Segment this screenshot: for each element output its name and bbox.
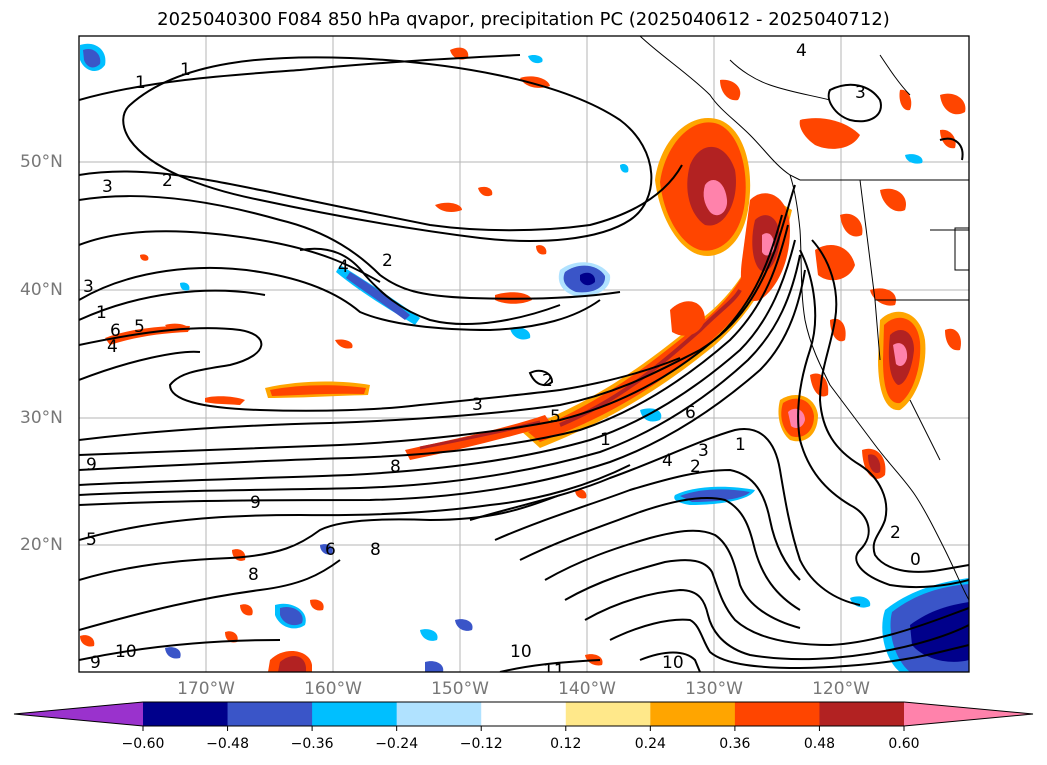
qvapor-contours [79,54,969,672]
colorbar-cell [312,702,398,726]
colorbar-tick-label: −0.60 [121,736,165,752]
contour-label: 2 [890,523,901,543]
contour-label: 2 [542,371,553,391]
contour-label: 10 [510,642,532,662]
lon-label: 170°W [177,679,235,699]
colorbar-tick-label: 0.36 [719,736,751,752]
map-title: 2025040300 F084 850 hPa qvapor, precipit… [157,9,890,30]
contour-label: 3 [102,177,113,197]
colorbar-tick-label: 0.48 [803,736,836,752]
contour-label: 3 [698,441,709,461]
contour-label: 2 [382,251,393,271]
contour-label: 1 [735,435,746,455]
lon-label: 150°W [431,679,489,699]
contour-label: 1 [180,60,191,80]
contour-label: 8 [248,565,259,585]
contour-label: 8 [390,457,401,477]
lat-label: 20°N [20,535,63,555]
colorbar [13,701,1034,731]
lat-label: 40°N [20,280,63,300]
colorbar-cell [650,702,736,726]
contour-label: 4 [796,41,807,61]
contour-label: 2 [690,457,701,477]
coastlines [639,36,969,601]
contour-label: 10 [662,653,684,673]
contour-label: 10 [115,642,137,662]
colorbar-cell [143,702,229,726]
lon-label: 120°W [812,679,870,699]
contour-label: 3 [83,277,94,297]
colorbar-cell [396,702,482,726]
contour-label: 3 [855,83,866,103]
lat-label: 30°N [20,408,63,428]
colorbar-cell [227,702,313,726]
contour-label: 5 [86,530,97,550]
contour-label: 9 [250,493,261,513]
colorbar-extend-low [14,702,143,726]
contour-label: 6 [325,540,336,560]
contour-label: 6 [110,321,121,341]
contour-label: 8 [370,540,381,560]
map-frame [78,35,970,673]
colorbar-tick-label: 0.24 [634,736,666,752]
colorbar-tick-label: 0.12 [550,736,582,752]
colorbar-cell [565,702,651,726]
contour-label: 9 [90,653,101,673]
lon-label: 130°W [685,679,743,699]
contour-label: 5 [550,407,561,427]
colorbar-tick-label: −0.24 [375,736,419,752]
contour-label: 1 [135,73,146,93]
contour-label: 4 [338,257,349,277]
contour-label: 6 [685,403,696,423]
contour-label: 1 [96,303,107,323]
contour-label: 2 [162,171,173,191]
contour-labels: 1 1 3 2 3 1 6 5 4 2 2 4 3 5 9 8 9 5 1 6 … [83,41,921,681]
contour-label: 1 [600,430,611,450]
contour-label: 9 [86,455,97,475]
lat-label: 50°N [20,152,63,172]
contour-label: 0 [910,550,921,570]
colorbar-tick-label: −0.36 [290,736,334,752]
colorbar-tick-label: −0.12 [459,736,503,752]
lon-label: 140°W [558,679,616,699]
contour-label: 3 [472,395,483,415]
contour-label: 5 [134,317,145,337]
colorbar-extend-high [904,702,1033,726]
colorbar-cell [481,702,567,726]
lon-label: 160°W [304,679,362,699]
colorbar-cell [734,702,820,726]
contour-label: 4 [662,451,673,471]
contour-label: 11 [543,661,565,681]
colorbar-cell [819,702,905,726]
contour-label: 4 [107,337,118,357]
colorbar-tick-label: −0.48 [206,736,249,752]
colorbar-tick-label: 0.60 [888,736,920,752]
